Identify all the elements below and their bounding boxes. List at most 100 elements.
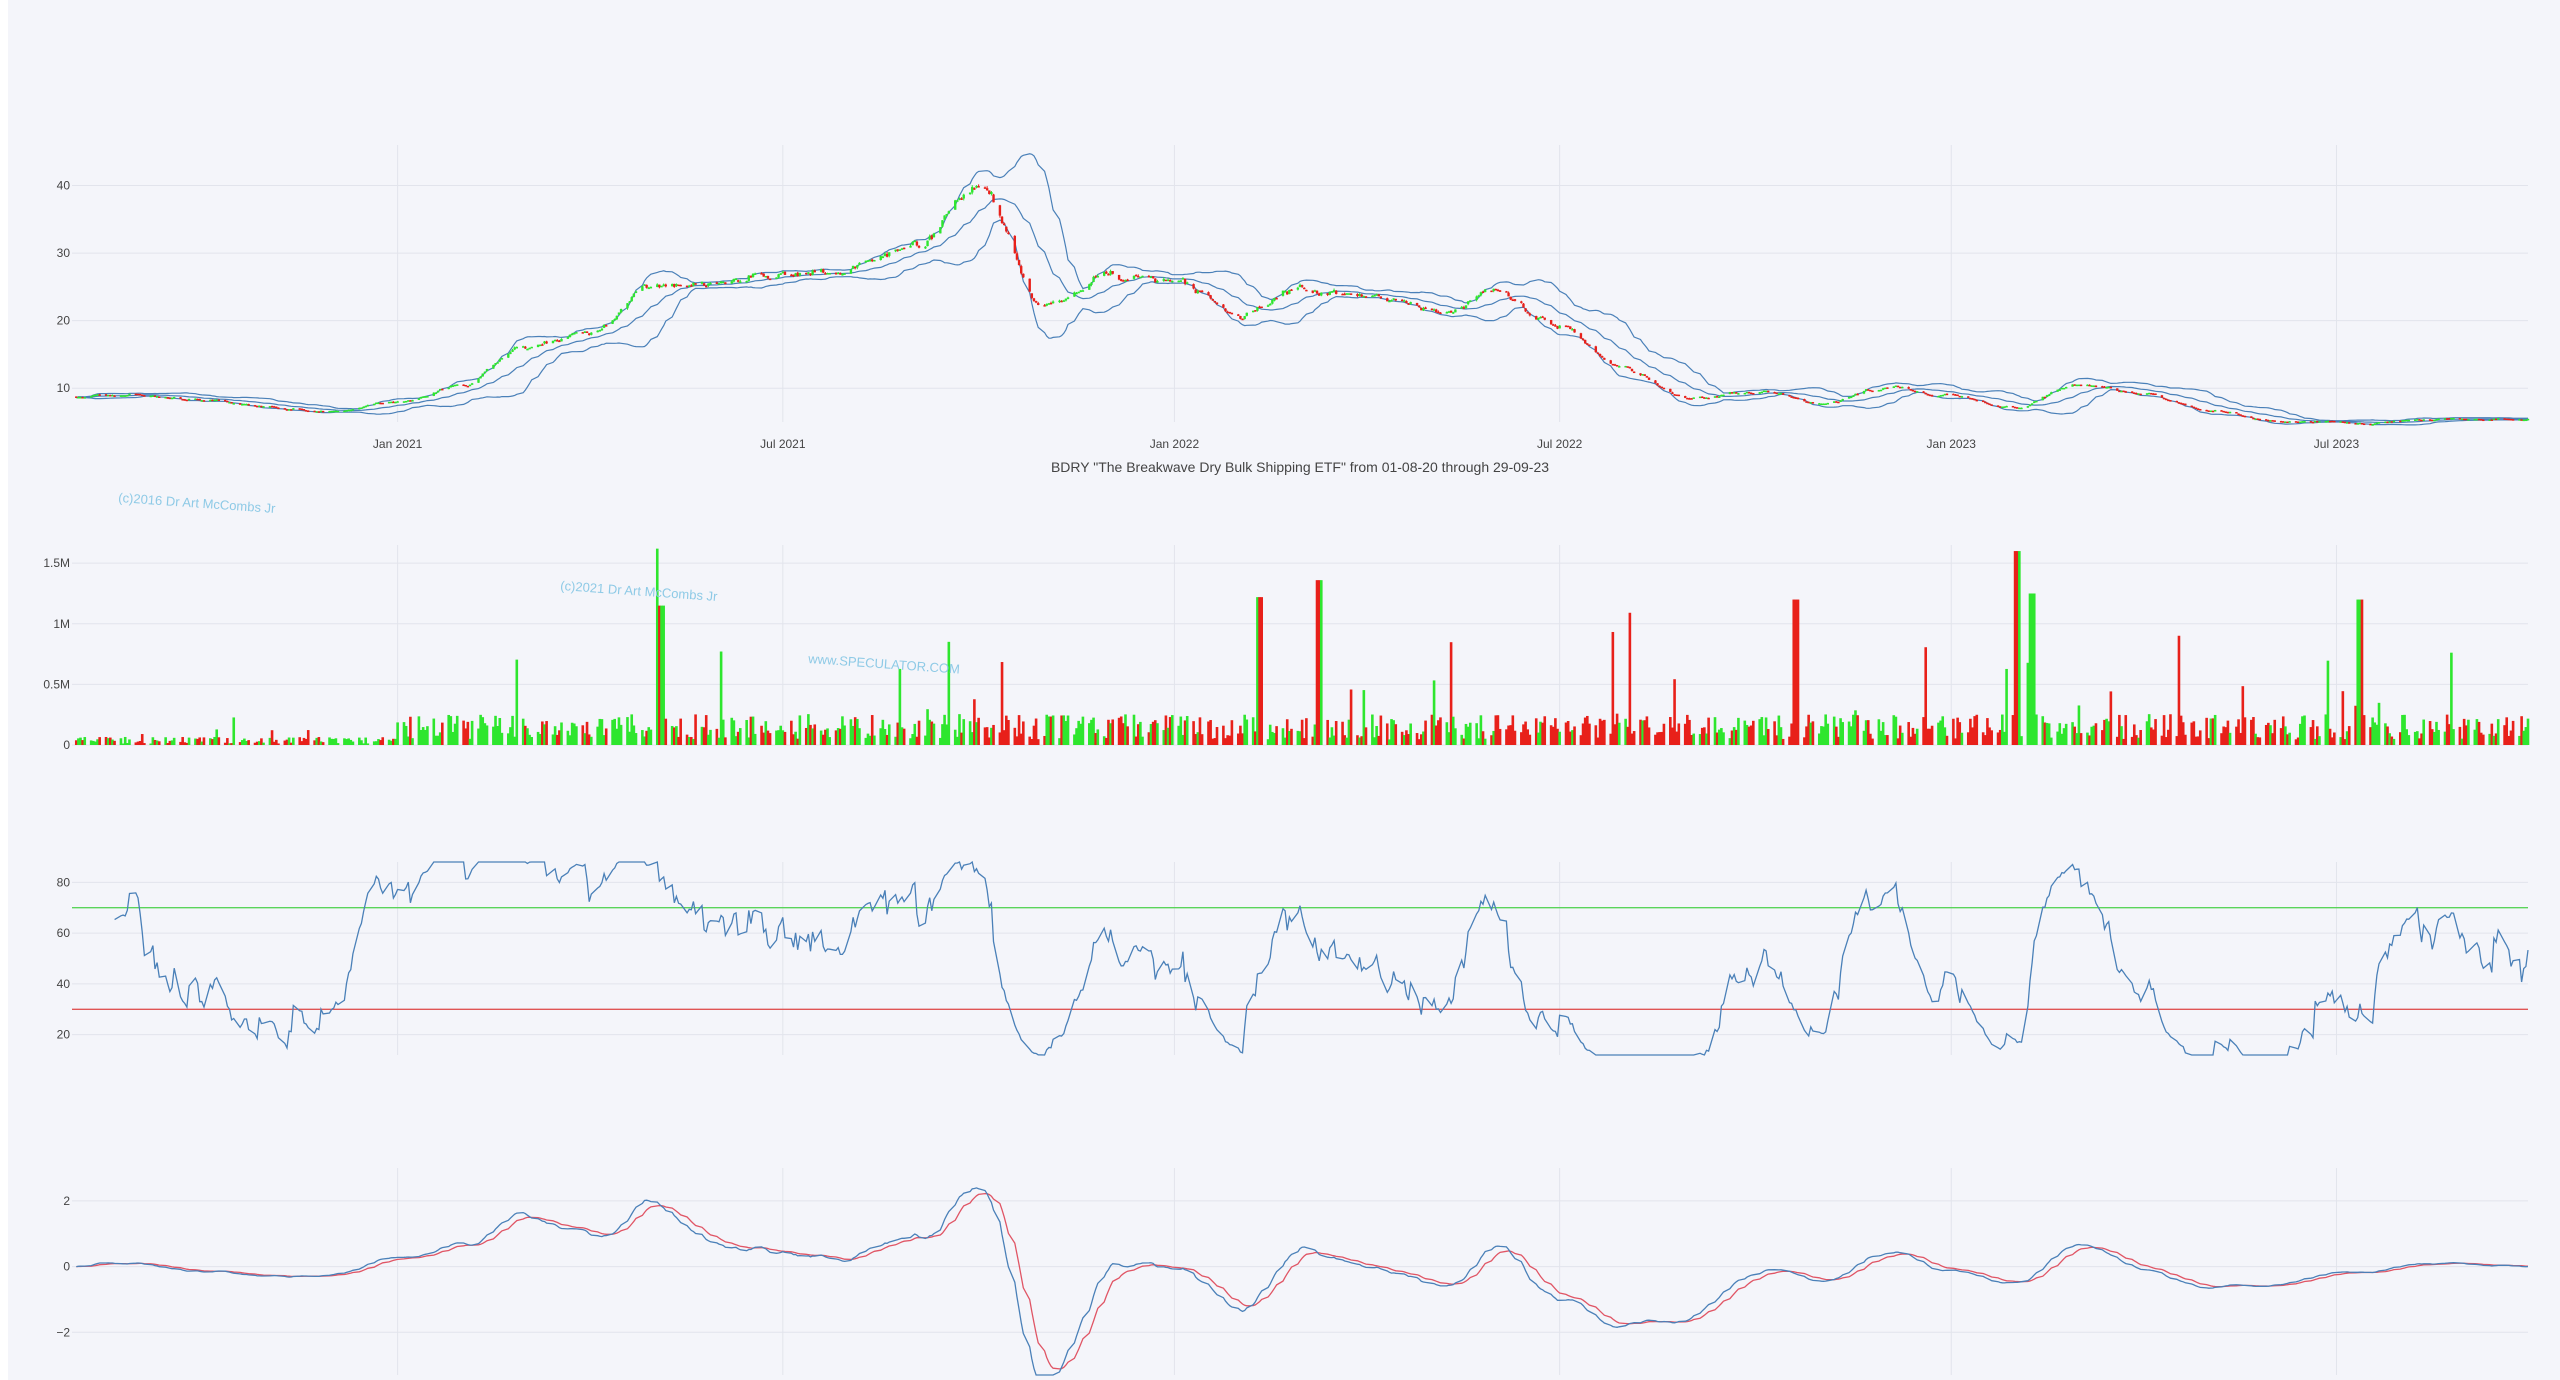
volume-bar: [1430, 714, 1434, 745]
candle-body: [873, 260, 876, 262]
candle-body: [2422, 419, 2425, 421]
candle-body: [377, 402, 380, 405]
volume-bar: [1481, 731, 1485, 745]
volume-bar: [685, 734, 689, 745]
volume-bar: [2028, 593, 2032, 745]
candle-body: [349, 409, 353, 412]
candle-body: [2522, 419, 2525, 422]
candle-body: [2071, 384, 2074, 387]
volume-bar: [270, 730, 274, 745]
volume-bar: [2256, 737, 2260, 745]
candle-body: [166, 397, 169, 399]
candle-body: [813, 270, 816, 273]
volume-bar: [498, 718, 502, 745]
candle-body: [924, 246, 927, 249]
candle-body: [990, 192, 993, 195]
volume-bar: [1373, 737, 1376, 745]
volume-bar: [1468, 722, 1472, 745]
candle-body: [2075, 384, 2079, 387]
volume-bar: [1907, 722, 1910, 745]
candle-body: [526, 348, 529, 351]
volume-bar: [1820, 726, 1823, 745]
candle-body: [1896, 385, 1900, 388]
candle-body: [509, 352, 512, 355]
candle-body: [570, 333, 574, 336]
volume-bar: [1479, 715, 1483, 745]
volume-bar: [1849, 726, 1853, 745]
candle-body: [360, 407, 363, 410]
volume-bar: [2077, 705, 2081, 745]
volume-bar: [1198, 717, 1202, 745]
candle-body: [1139, 276, 1142, 279]
volume-bar: [1243, 714, 1246, 745]
volume-bar: [2237, 719, 2240, 745]
candle-body: [2226, 411, 2230, 414]
candle-body: [2420, 419, 2423, 422]
volume-bar: [1624, 718, 1627, 745]
volume-bar: [1900, 732, 1904, 745]
volume-bar: [170, 740, 174, 745]
volume-bar: [2026, 662, 2030, 745]
candle-body: [1313, 290, 1317, 292]
volume-bar: [1407, 734, 1410, 745]
volume-bar: [1779, 727, 1783, 745]
volume-bar: [856, 718, 859, 745]
candle-body: [2301, 421, 2304, 423]
volume-bar: [1345, 737, 1349, 745]
candle-body: [1713, 396, 1717, 398]
volume-bar: [1275, 726, 1278, 745]
volume-bar: [824, 729, 827, 745]
volume-bar: [911, 734, 914, 745]
volume-bar: [1390, 719, 1393, 745]
candle-body: [834, 272, 838, 275]
volume-bar: [360, 740, 363, 745]
volume-bar: [858, 728, 861, 745]
candle-body: [868, 260, 872, 262]
candle-body: [2239, 414, 2242, 416]
volume-bar: [790, 720, 793, 745]
candle-body: [602, 324, 606, 328]
candle-body: [1658, 385, 1661, 388]
candle-body: [1894, 385, 1898, 388]
volume-bar: [1639, 719, 1642, 745]
candle-body: [1034, 301, 1038, 303]
candle-body: [1818, 403, 1821, 405]
candle-body: [1662, 387, 1666, 390]
volume-bar: [734, 736, 738, 745]
candle-body: [1643, 374, 1646, 376]
volume-bar: [602, 735, 606, 745]
candle-body: [1630, 368, 1634, 372]
candle-body: [492, 364, 495, 369]
candle-body: [179, 397, 182, 399]
volume-bar: [434, 735, 438, 745]
volume-bar: [202, 737, 206, 745]
volume-bar: [1805, 726, 1808, 745]
volume-bar: [343, 738, 346, 745]
volume-bar: [272, 741, 276, 745]
volume-bar: [558, 730, 561, 745]
volume-bar: [332, 738, 336, 745]
candle-body: [2431, 419, 2434, 422]
volume-bar: [1032, 725, 1036, 745]
volume-bar: [481, 717, 485, 745]
volume-bar: [1930, 725, 1934, 745]
volume-bar: [1675, 731, 1679, 745]
watermark-price: (c)2016 Dr Art McCombs Jr: [118, 490, 277, 516]
volume-bar: [106, 738, 110, 745]
candle-body: [1790, 396, 1793, 398]
volume-bar: [1915, 728, 1919, 745]
volume-bar: [389, 740, 393, 745]
volume-bar: [1015, 736, 1019, 745]
candle-body: [2473, 418, 2476, 421]
candle-body: [1179, 280, 1183, 282]
candle-body: [2354, 423, 2357, 425]
candle-body: [1207, 292, 1210, 296]
volume-bar: [1613, 724, 1617, 745]
volume-bar: [223, 742, 227, 745]
candle-body: [1611, 363, 1615, 366]
volume-bar: [1043, 735, 1046, 745]
candle-body: [498, 359, 501, 362]
candle-body: [960, 198, 963, 200]
candle-body: [1930, 395, 1934, 397]
candle-body: [366, 404, 370, 407]
